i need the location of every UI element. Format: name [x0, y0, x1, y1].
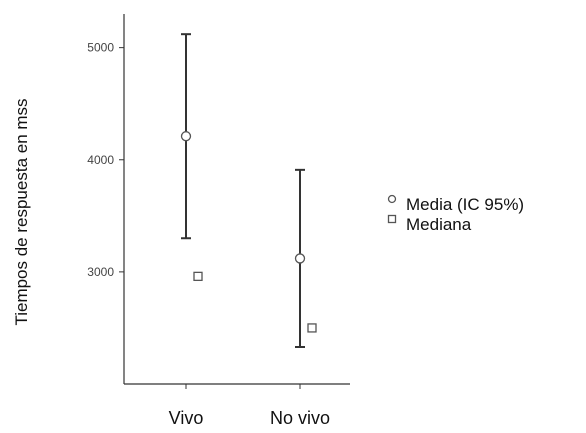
data-points [180, 131, 317, 333]
y-axis-title: Tiempos de respuesta en mss [12, 98, 31, 325]
legend-label: Mediana [406, 215, 472, 234]
axes [123, 14, 350, 385]
y-tick-label: 5000 [87, 41, 114, 55]
legend-mean-marker [387, 194, 397, 204]
mean-point [180, 131, 192, 142]
error-bars [181, 33, 305, 348]
x-category-label: No vivo [270, 408, 330, 428]
legend: Media (IC 95%)Mediana [387, 194, 524, 234]
median-point [307, 323, 317, 333]
legend-median-marker [387, 214, 397, 224]
median-point [193, 271, 203, 282]
legend-label: Media (IC 95%) [406, 195, 524, 214]
category-labels: Vivo No vivo [169, 384, 330, 428]
x-category-label: Vivo [169, 408, 204, 428]
y-tick-label: 4000 [87, 153, 114, 167]
mean-point [294, 253, 306, 264]
y-ticks: 3000 4000 5000 [87, 41, 124, 279]
y-tick-label: 3000 [87, 265, 114, 279]
